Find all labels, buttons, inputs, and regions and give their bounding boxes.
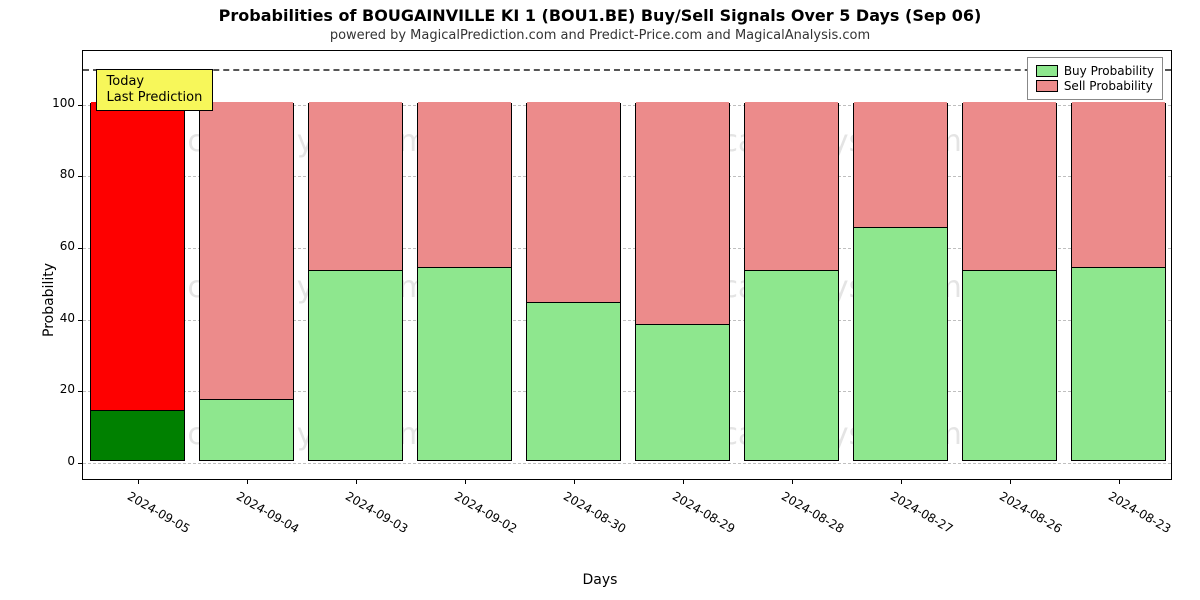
plot-area: MagicalAnalysis.comMagicalAnalysis.comMa… xyxy=(82,50,1172,480)
bar-stack xyxy=(1071,103,1167,461)
legend-label: Sell Probability xyxy=(1064,79,1153,93)
y-tick-mark xyxy=(78,391,83,392)
x-tick-mark xyxy=(356,479,357,484)
bar-group xyxy=(1071,51,1167,479)
bar-buy xyxy=(963,270,1057,460)
bar-group xyxy=(417,51,513,479)
annotation-line: Today xyxy=(107,74,203,90)
bar-stack xyxy=(308,103,404,461)
bar-group xyxy=(853,51,949,479)
today-annotation: TodayLast Prediction xyxy=(96,69,214,112)
bar-buy xyxy=(200,399,294,460)
x-tick-mark xyxy=(247,479,248,484)
bar-sell xyxy=(636,102,730,324)
chart-title: Probabilities of BOUGAINVILLE KI 1 (BOU1… xyxy=(0,6,1200,25)
x-tick-label: 2024-08-27 xyxy=(888,489,955,536)
bar-group xyxy=(199,51,295,479)
bar-sell xyxy=(854,102,948,227)
y-tick-label: 20 xyxy=(60,382,75,396)
legend-item: Buy Probability xyxy=(1036,64,1154,78)
bar-stack xyxy=(635,103,731,461)
bar-sell xyxy=(200,102,294,399)
chart-subtitle: powered by MagicalPrediction.com and Pre… xyxy=(0,28,1200,43)
bar-group xyxy=(308,51,404,479)
y-axis-label: Probability xyxy=(41,263,57,337)
bar-buy xyxy=(1072,267,1166,461)
x-tick-label: 2024-08-23 xyxy=(1106,489,1173,536)
x-tick-label: 2024-08-29 xyxy=(670,489,737,536)
x-tick-mark xyxy=(792,479,793,484)
x-tick-label: 2024-08-26 xyxy=(997,489,1064,536)
bar-stack xyxy=(199,103,295,461)
x-tick-label: 2024-08-28 xyxy=(779,489,846,536)
bar-stack xyxy=(417,103,513,461)
bar-sell xyxy=(418,102,512,267)
legend-item: Sell Probability xyxy=(1036,79,1154,93)
bar-stack xyxy=(853,103,949,461)
x-tick-mark xyxy=(683,479,684,484)
bar-buy xyxy=(636,324,730,460)
bar-sell xyxy=(1072,102,1166,267)
x-tick-mark xyxy=(1010,479,1011,484)
bar-buy xyxy=(309,270,403,460)
bar-sell xyxy=(309,102,403,270)
bar-sell xyxy=(91,102,185,410)
x-tick-mark xyxy=(1119,479,1120,484)
y-tick-mark xyxy=(78,463,83,464)
bar-buy xyxy=(418,267,512,461)
x-tick-mark xyxy=(574,479,575,484)
y-tick-mark xyxy=(78,248,83,249)
y-tick-label: 60 xyxy=(60,239,75,253)
bar-sell xyxy=(745,102,839,270)
bar-sell xyxy=(527,102,621,303)
bar-group xyxy=(90,51,186,479)
bar-group xyxy=(744,51,840,479)
y-tick-label: 0 xyxy=(67,454,75,468)
legend-swatch xyxy=(1036,65,1058,77)
x-tick-label: 2024-09-04 xyxy=(234,489,301,536)
legend-label: Buy Probability xyxy=(1064,64,1154,78)
annotation-line: Last Prediction xyxy=(107,90,203,106)
bar-stack xyxy=(90,103,186,461)
y-tick-mark xyxy=(78,176,83,177)
x-axis-label: Days xyxy=(583,572,618,588)
bar-buy xyxy=(745,270,839,460)
x-tick-label: 2024-08-30 xyxy=(561,489,628,536)
bar-stack xyxy=(526,103,622,461)
bar-stack xyxy=(744,103,840,461)
y-tick-label: 100 xyxy=(52,96,75,110)
figure-root: Probabilities of BOUGAINVILLE KI 1 (BOU1… xyxy=(0,0,1200,600)
y-tick-mark xyxy=(78,320,83,321)
bar-buy xyxy=(91,410,185,460)
y-tick-mark xyxy=(78,105,83,106)
x-tick-label: 2024-09-05 xyxy=(125,489,192,536)
y-tick-label: 40 xyxy=(60,311,75,325)
bar-group xyxy=(526,51,622,479)
y-tick-label: 80 xyxy=(60,167,75,181)
x-tick-mark xyxy=(465,479,466,484)
bar-buy xyxy=(527,302,621,460)
bar-buy xyxy=(854,227,948,460)
x-tick-label: 2024-09-03 xyxy=(343,489,410,536)
bar-stack xyxy=(962,103,1058,461)
x-tick-mark xyxy=(901,479,902,484)
x-tick-mark xyxy=(138,479,139,484)
bar-group xyxy=(635,51,731,479)
bar-group xyxy=(962,51,1058,479)
bar-sell xyxy=(963,102,1057,270)
legend-swatch xyxy=(1036,80,1058,92)
x-tick-label: 2024-09-02 xyxy=(452,489,519,536)
legend: Buy ProbabilitySell Probability xyxy=(1027,57,1163,100)
